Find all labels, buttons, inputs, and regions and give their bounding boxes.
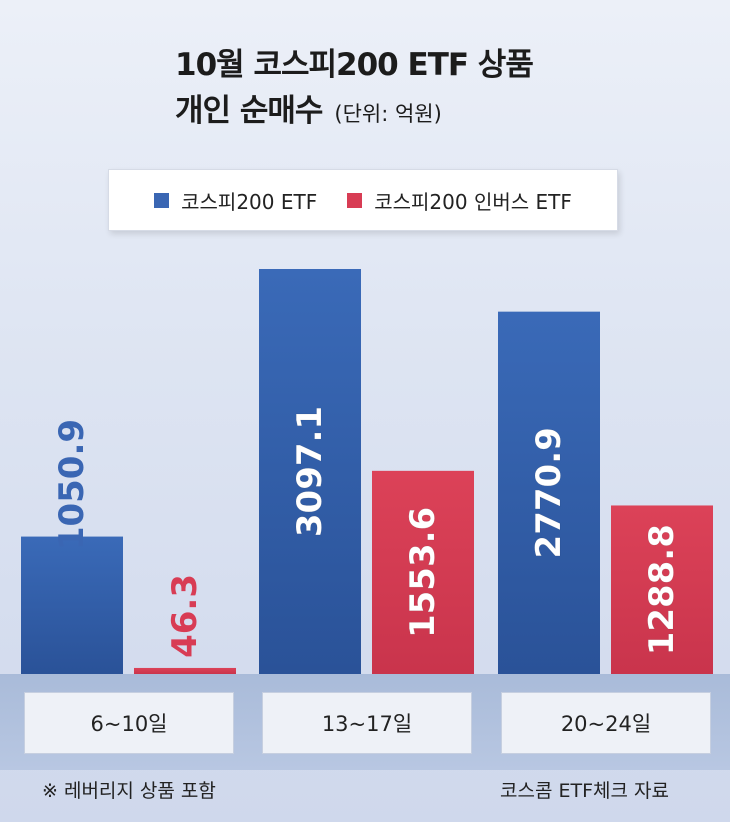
chart-title: 10월 코스피200 ETF 상품 개인 순매수 (단위: 억원) bbox=[175, 42, 534, 137]
title-line2-text: 개인 순매수 bbox=[175, 93, 323, 129]
bar-s1-c2 bbox=[611, 505, 713, 674]
value-label-s0-c1: 3097.1 bbox=[290, 406, 330, 537]
title-line1: 10월 코스피200 ETF 상품 bbox=[175, 47, 534, 83]
legend-item-kospi200: 코스피200 ETF bbox=[154, 186, 317, 215]
bar-s0-c1 bbox=[259, 269, 361, 674]
legend-swatch-kospi200 bbox=[154, 192, 170, 208]
category-label-2: 20~24일 bbox=[501, 692, 711, 754]
legend-label-inverse: 코스피200 인버스 ETF bbox=[374, 189, 572, 214]
category-label-0: 6~10일 bbox=[24, 692, 234, 754]
legend-item-inverse: 코스피200 인버스 ETF bbox=[347, 186, 572, 215]
legend-label-kospi200: 코스피200 ETF bbox=[181, 189, 318, 214]
value-label-s0-c2: 2770.9 bbox=[529, 427, 569, 558]
value-label-s1-c1: 1553.6 bbox=[403, 507, 443, 638]
source-note: 코스콤 ETF체크 자료 bbox=[500, 780, 669, 802]
bar-s0-c0 bbox=[21, 536, 123, 674]
bar-chart: 1050.9 3097.1 2770.9 46.3 1553.6 1288.8 bbox=[21, 269, 713, 674]
unit-label: (단위: 억원) bbox=[334, 102, 442, 126]
category-label-1: 13~17일 bbox=[262, 692, 472, 754]
value-label-s1-c0: 46.3 bbox=[165, 574, 205, 658]
bar-s0-c2 bbox=[498, 311, 600, 674]
bar-s1-c0 bbox=[134, 667, 236, 674]
value-label-s1-c2: 1288.8 bbox=[642, 524, 682, 655]
value-label-s0-c0: 1050.9 bbox=[52, 419, 92, 550]
title-line2: 개인 순매수 (단위: 억원) bbox=[175, 88, 533, 137]
legend-swatch-inverse bbox=[347, 192, 363, 208]
legend: 코스피200 ETF 코스피200 인버스 ETF bbox=[108, 169, 618, 231]
footnote: ※ 레버리지 상품 포함 bbox=[42, 780, 216, 802]
bar-s1-c1 bbox=[372, 470, 474, 674]
